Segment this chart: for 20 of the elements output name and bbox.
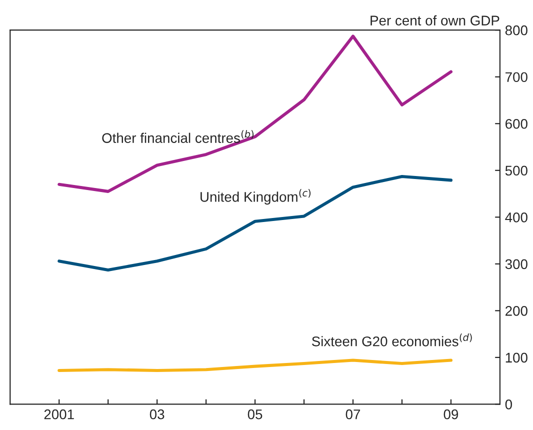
line-series: [58, 174, 452, 272]
y-axis-title: Per cent of own GDP: [370, 15, 500, 26]
y-tick-label: 400: [505, 212, 528, 222]
x-tick-label: 09: [444, 409, 458, 420]
series-label: Sixteen G20 economies$^{(d)}$: [312, 333, 472, 346]
y-tick-label: 700: [506, 72, 528, 82]
x-tick-label: 05: [248, 409, 262, 420]
y-tick-label: 500: [505, 166, 528, 176]
y-tick-label: 300: [505, 259, 528, 270]
y-tick-label: 200: [506, 306, 528, 316]
x-tick-label: 07: [346, 409, 360, 420]
series-label: United Kingdom$^{(c)}$: [200, 189, 311, 205]
series-label: Other financial centres$^{(b)}$: [102, 130, 254, 143]
y-tick-label: 0: [505, 400, 512, 410]
y-tick-label: 100: [506, 352, 528, 363]
x-tick-label: 2001: [44, 409, 74, 420]
y-tick-label: 600: [506, 118, 528, 129]
x-tick-label: 03: [150, 409, 164, 420]
y-tick-label: 800: [505, 25, 528, 36]
line-series: [58, 358, 452, 372]
